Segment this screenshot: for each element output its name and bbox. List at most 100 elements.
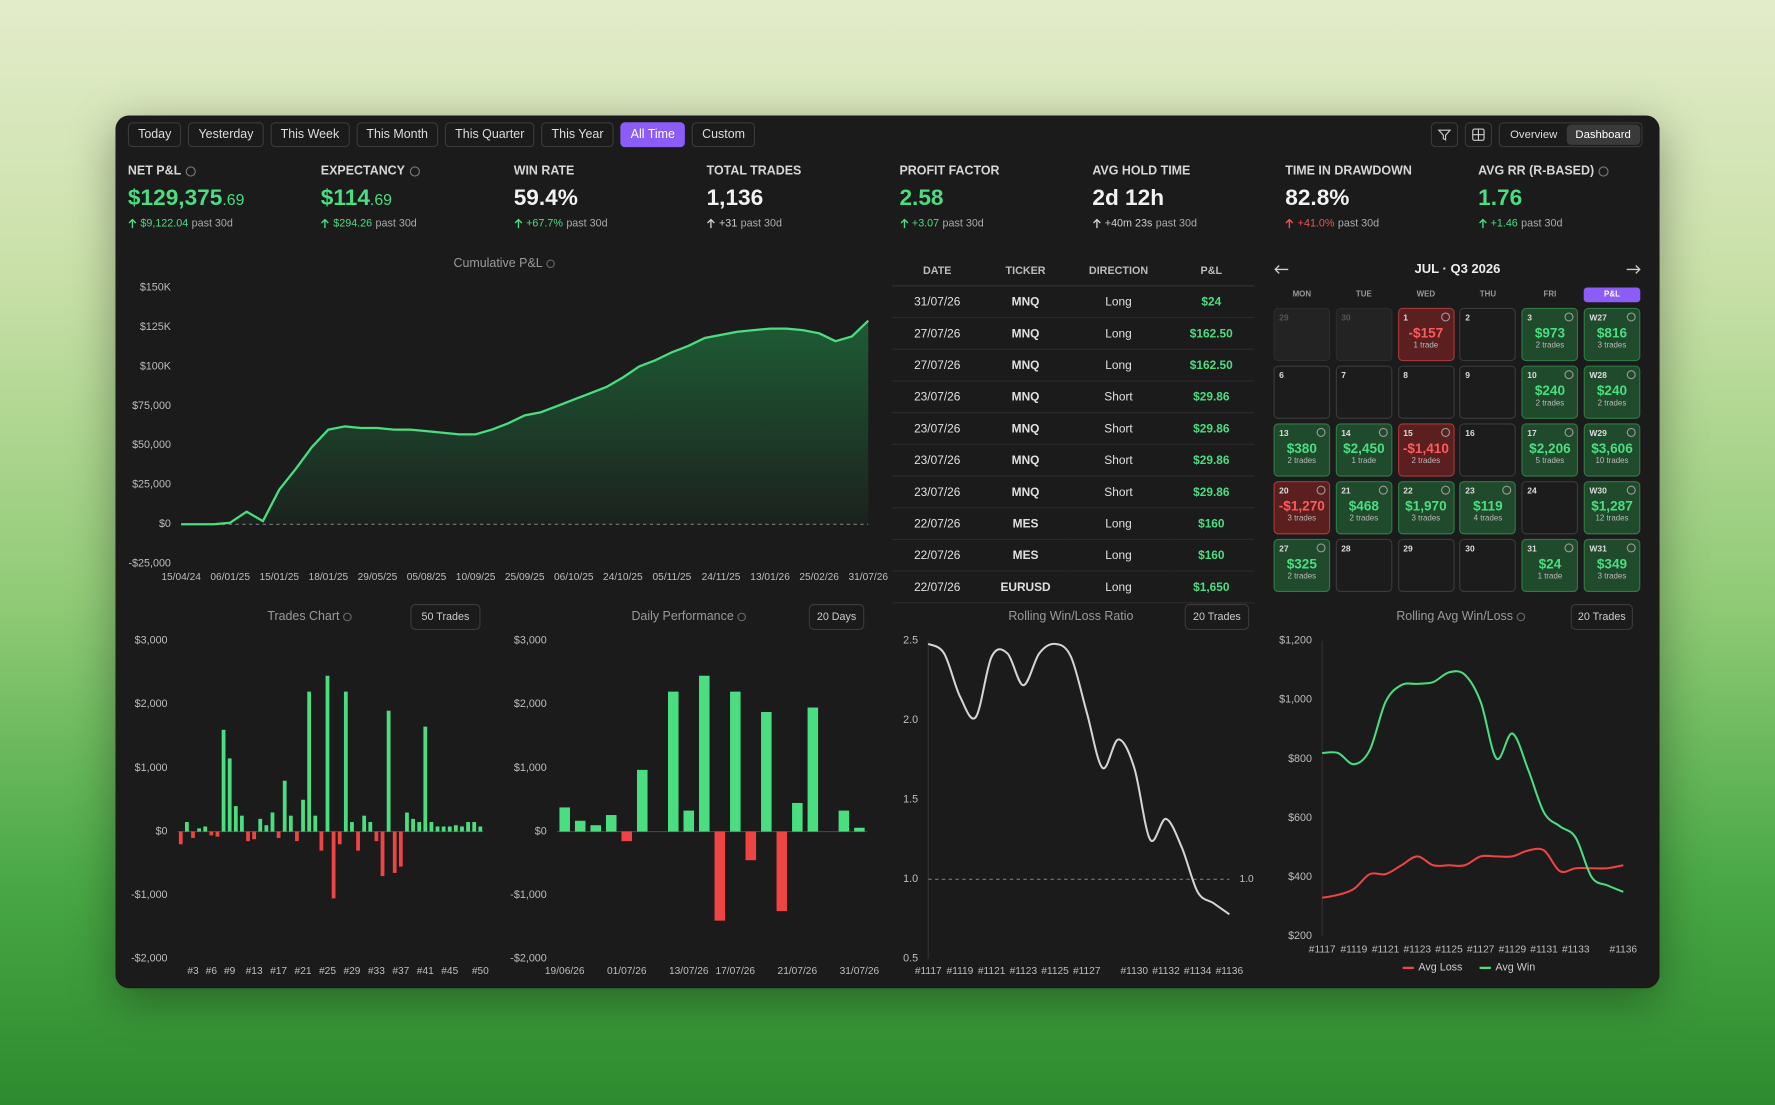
range-button[interactable]: Today (127, 122, 182, 148)
day-number: 9 (1465, 370, 1470, 381)
filter-button[interactable] (1430, 122, 1459, 148)
table-cell: Long (1068, 571, 1169, 604)
cell-trades: 2 trades (1535, 399, 1565, 408)
y-tick-label: $1,000 (514, 762, 547, 774)
cell-amount: $325 (1286, 555, 1317, 572)
day-number: 30 (1465, 543, 1475, 554)
x-tick-label: #13 (246, 966, 263, 977)
day-cell[interactable]: 3 $973 2 trades (1521, 307, 1579, 362)
check-icon (1440, 312, 1450, 322)
delta-value: +31 (719, 217, 738, 230)
y-tick-label: 2.0 (903, 714, 918, 726)
day-cell[interactable]: 10 $240 2 trades (1521, 365, 1579, 419)
calendar-grid: 29 30 1 -$157 1 trade 2 3 $973 2 trades W27 $816 3 … (1273, 307, 1642, 593)
x-tick-label: 05/08/25 (407, 572, 447, 583)
day-cell[interactable]: 20 -$1,270 3 trades (1273, 481, 1331, 535)
table-body: 31/07/26 MNQ Long $24 27/07/26 MNQ Long $162.50… (892, 285, 1255, 604)
day-cell[interactable]: 17 $2,206 5 trades (1521, 423, 1579, 477)
range-button[interactable]: This Week (270, 122, 350, 148)
cell-amount: $1,287 (1591, 498, 1633, 514)
day-cell[interactable]: 31 $24 1 trade (1521, 538, 1579, 593)
delta-arrow (128, 218, 137, 229)
range-button[interactable]: This Month (356, 122, 439, 148)
stat: EXPECTANCY $114.69 $294.26 past 30d (321, 163, 514, 230)
day-cell[interactable]: 22 $1,970 3 trades (1397, 481, 1455, 535)
range-button[interactable]: Custom (691, 122, 756, 148)
stat-label: WIN RATE (514, 163, 707, 179)
day-cell[interactable]: 8 (1397, 365, 1455, 419)
area-line (181, 319, 870, 526)
day-number: 7 (1341, 370, 1346, 381)
range-button[interactable]: This Quarter (444, 122, 535, 148)
range-button[interactable]: This Year (541, 122, 614, 148)
day-cell[interactable]: 29 (1273, 307, 1331, 362)
range-button[interactable] (1184, 603, 1250, 630)
day-cell[interactable]: 27 $325 2 trades (1273, 538, 1331, 593)
day-number: 1 (1403, 312, 1408, 323)
day-cell[interactable]: 13 $380 2 trades (1273, 423, 1331, 477)
day-cell[interactable]: 24 (1521, 481, 1579, 535)
stat-label-text: AVG HOLD TIME (1092, 164, 1191, 178)
table-row: 23/07/26 MNQ Short $29.86 (892, 476, 1255, 509)
range-button-label: 20 Trades (1578, 611, 1626, 623)
prev-arrow[interactable] (1274, 264, 1290, 275)
cell-amount: $2,450 (1343, 440, 1385, 457)
day-cell[interactable]: 28 (1335, 538, 1393, 593)
week-cell[interactable]: W28 $240 2 trades (1583, 365, 1641, 419)
day-cell[interactable]: 7 (1335, 365, 1393, 419)
x-tick-label: 06/10/25 (554, 572, 594, 583)
range-button[interactable] (1570, 603, 1633, 630)
bar (240, 815, 244, 832)
bar (215, 831, 220, 837)
y-tick-label: $125K (140, 321, 172, 333)
stats-row: NET P&L $129,375.69 $9,122.04 past 30d EXPEC… (128, 163, 1671, 230)
day-cell[interactable]: 1 -$157 1 trade (1397, 307, 1455, 362)
delta-arrow (1285, 218, 1294, 229)
cell-amount: -$1,270 (1278, 498, 1325, 514)
week-cell[interactable]: W31 $349 3 trades (1583, 538, 1641, 593)
y-tick-label: -$2,000 (510, 953, 546, 965)
day-cell[interactable]: 15 -$1,410 2 trades (1397, 423, 1455, 477)
day-cell[interactable]: 23 $119 4 trades (1459, 481, 1517, 535)
range-button[interactable]: Yesterday (188, 122, 264, 148)
bar (854, 827, 865, 832)
day-number: 16 (1465, 427, 1475, 439)
day-cell[interactable]: 29 (1397, 538, 1455, 593)
y-tick-label: -$25,000 (128, 558, 170, 570)
day-cell[interactable]: 9 (1459, 365, 1517, 419)
day-cell[interactable]: 14 $2,450 1 trade (1335, 423, 1393, 477)
day-number: 14 (1341, 427, 1351, 439)
check-icon (1564, 312, 1574, 322)
layout-button[interactable] (1464, 122, 1493, 148)
legend-label: Avg Win (1495, 962, 1535, 974)
bar (178, 831, 183, 845)
trades-table: DATE TICKER DIRECTION P&L 31/07/26 MNQ Long $24… (892, 255, 1255, 604)
range-button[interactable] (410, 603, 481, 630)
day-cell[interactable]: 30 (1459, 538, 1517, 593)
delta-arrow (707, 218, 716, 229)
week-cell[interactable]: W30 $1,287 12 trades (1583, 481, 1641, 535)
view-button[interactable]: Dashboard (1566, 124, 1640, 145)
next-arrow[interactable] (1626, 264, 1642, 275)
day-cell[interactable]: 2 (1459, 307, 1517, 362)
x-tick-label: #1129 (1499, 944, 1527, 955)
check-icon (1502, 485, 1512, 495)
cell-amount: $2,206 (1529, 440, 1571, 457)
day-cell[interactable]: 6 (1273, 365, 1331, 419)
range-button[interactable]: All Time (620, 122, 686, 148)
view-button[interactable]: Overview (1501, 124, 1567, 145)
day-cell[interactable]: 21 $468 2 trades (1335, 481, 1393, 535)
range-button[interactable] (808, 603, 865, 630)
legend-label: Avg Loss (1418, 962, 1462, 974)
cell-trades: 1 trade (1537, 572, 1563, 581)
x-tick-label: #1125 (1435, 944, 1463, 955)
table-cell: 31/07/26 (892, 285, 983, 319)
week-cell[interactable]: W27 $816 3 trades (1583, 307, 1641, 362)
stat-label-text: TIME IN DRAWDOWN (1285, 164, 1412, 178)
week-cell[interactable]: W29 $3,606 10 trades (1583, 423, 1641, 477)
bar (683, 810, 695, 832)
day-cell[interactable]: 16 (1459, 423, 1517, 477)
day-cell[interactable]: 30 (1335, 307, 1393, 362)
bar (362, 815, 367, 832)
